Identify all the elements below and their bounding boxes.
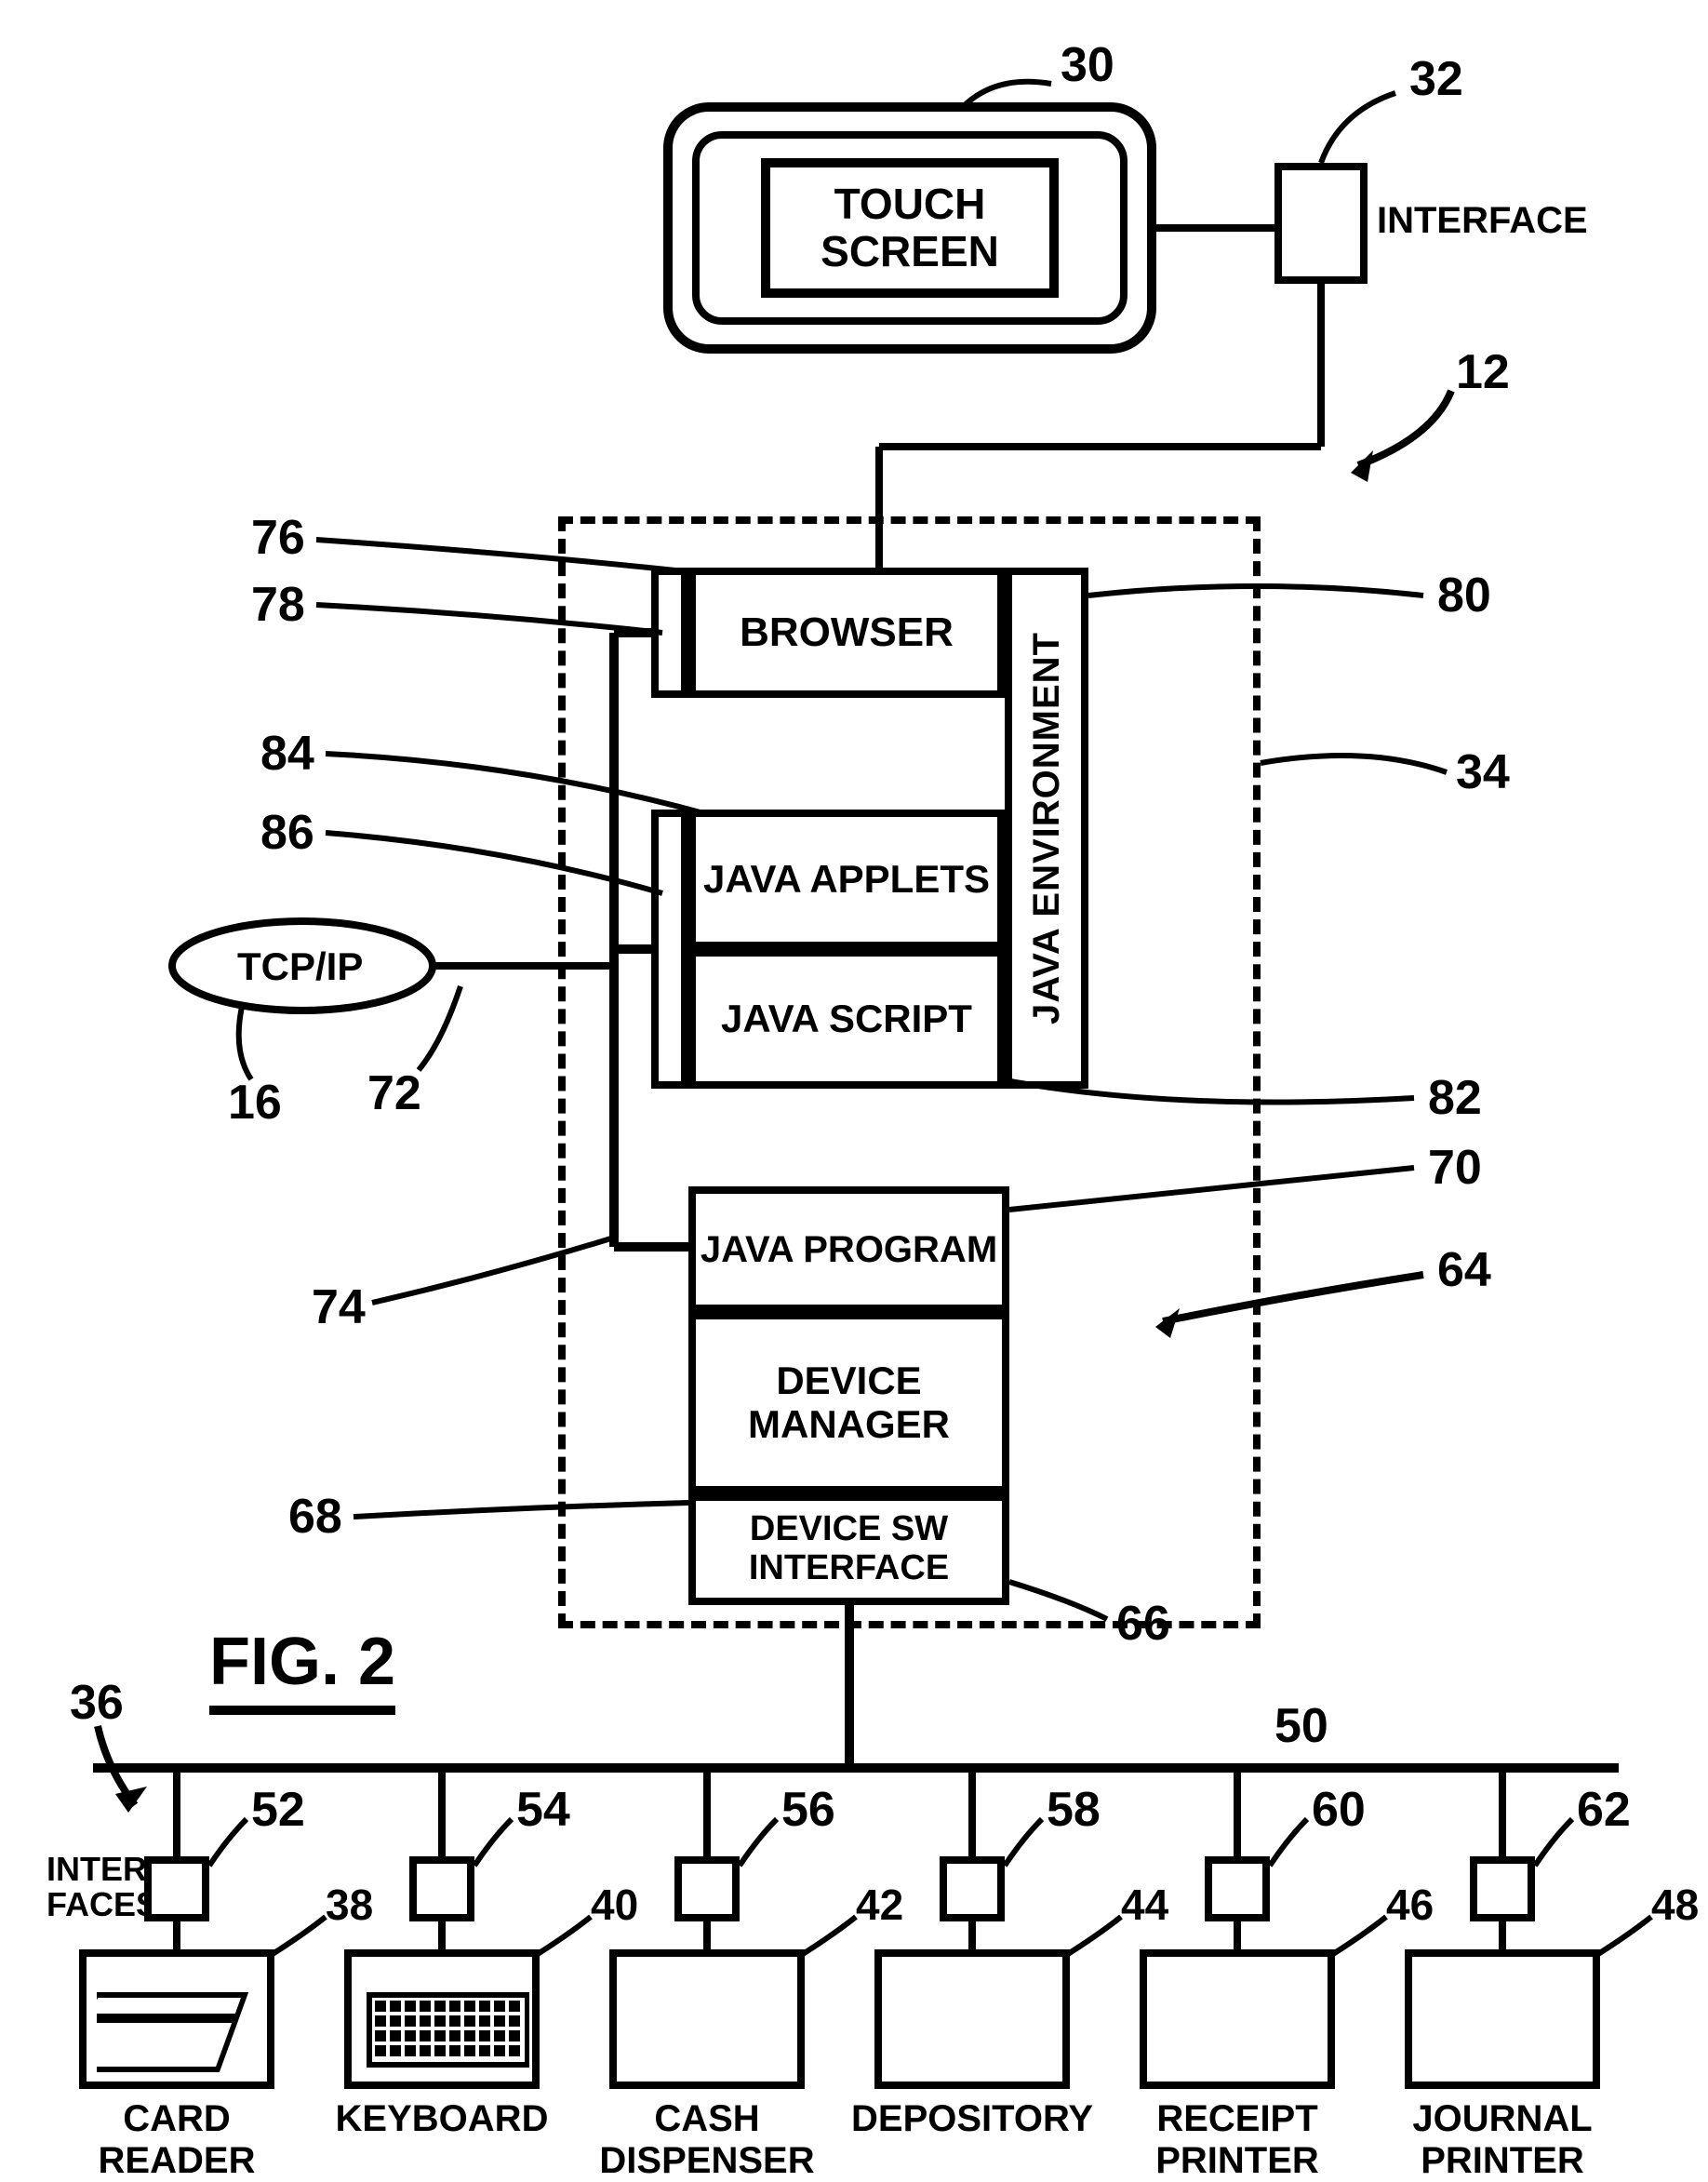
interface-square-2: [674, 1856, 740, 1921]
java-env-label: JAVA ENVIRONMENT: [1026, 632, 1067, 1024]
java-program-box: JAVA PROGRAM: [688, 1186, 1009, 1312]
ref-42: 42: [856, 1880, 903, 1930]
device-box-3: [874, 1949, 1070, 2089]
ref-76: 76: [251, 510, 305, 566]
device-label-3: DEPOSITORY: [851, 2098, 1093, 2140]
ref-50: 50: [1274, 1698, 1328, 1754]
device-sw-box: DEVICE SW INTERFACE: [688, 1493, 1009, 1605]
browser-box: BROWSER: [688, 568, 1005, 698]
ref-62: 62: [1577, 1782, 1631, 1838]
java-script-box: JAVA SCRIPT: [688, 949, 1005, 1089]
device-label-1: KEYBOARD: [321, 2098, 563, 2140]
ref-48: 48: [1651, 1880, 1699, 1930]
ref-64: 64: [1437, 1242, 1491, 1298]
java-env-box: JAVA ENVIRONMENT: [1005, 568, 1088, 1089]
interface-square-4: [1205, 1856, 1270, 1921]
ref-82: 82: [1428, 1070, 1482, 1126]
interface-square-3: [940, 1856, 1005, 1921]
java-program-label: JAVA PROGRAM: [701, 1229, 997, 1270]
ref-44: 44: [1121, 1880, 1168, 1930]
device-sw-label: DEVICE SW INTERFACE: [696, 1510, 1002, 1588]
tcpip-label: TCP/IP: [237, 944, 363, 989]
device-label-0: CARD READER: [56, 2098, 298, 2182]
interface-top-label: INTERFACE: [1377, 200, 1588, 242]
ref-40: 40: [591, 1880, 638, 1930]
ref-58: 58: [1047, 1782, 1101, 1838]
ref-84: 84: [260, 726, 314, 782]
interface-square-1: [409, 1856, 474, 1921]
ref-12: 12: [1456, 344, 1510, 400]
ref-86: 86: [260, 805, 314, 861]
touch-screen-label: TOUCH SCREEN: [770, 181, 1049, 274]
java-applets-box: JAVA APPLETS: [688, 810, 1005, 949]
device-manager-label: DEVICE MANAGER: [696, 1359, 1002, 1445]
touch-screen-box: TOUCH SCREEN: [761, 158, 1059, 298]
applets-slim-bar: [651, 810, 688, 1089]
ref-36: 36: [70, 1675, 124, 1731]
interface-top-box: [1274, 163, 1368, 284]
ref-70: 70: [1428, 1140, 1482, 1196]
ref-54: 54: [516, 1782, 570, 1838]
browser-slim-bar: [651, 568, 688, 698]
ref-34: 34: [1456, 744, 1510, 800]
ref-32: 32: [1409, 51, 1463, 107]
ref-60: 60: [1312, 1782, 1366, 1838]
ref-72: 72: [367, 1065, 421, 1121]
ref-38: 38: [326, 1880, 373, 1930]
ref-52: 52: [251, 1782, 305, 1838]
ref-46: 46: [1386, 1880, 1434, 1930]
ref-56: 56: [781, 1782, 835, 1838]
device-box-0: [79, 1949, 274, 2089]
figure-label: FIG. 2: [209, 1624, 395, 1715]
device-label-4: RECEIPT PRINTER: [1116, 2098, 1358, 2182]
device-box-5: [1405, 1949, 1600, 2089]
interface-square-5: [1470, 1856, 1535, 1921]
java-applets-label: JAVA APPLETS: [703, 858, 990, 901]
ref-16: 16: [228, 1075, 282, 1131]
ref-74: 74: [312, 1279, 366, 1335]
device-box-4: [1140, 1949, 1335, 2089]
device-label-5: JOURNAL PRINTER: [1381, 2098, 1623, 2182]
ref-78: 78: [251, 577, 305, 633]
ref-68: 68: [288, 1489, 342, 1545]
java-script-label: JAVA SCRIPT: [721, 997, 972, 1040]
ref-30: 30: [1061, 37, 1114, 93]
interface-square-0: [144, 1856, 209, 1921]
device-box-2: [609, 1949, 805, 2089]
browser-label: BROWSER: [740, 610, 954, 655]
ref-80: 80: [1437, 568, 1491, 623]
interfaces-left-label: INTER- FACES: [47, 1852, 158, 1922]
device-box-1: [344, 1949, 540, 2089]
device-label-2: CASH DISPENSER: [586, 2098, 828, 2182]
ref-66: 66: [1116, 1596, 1170, 1652]
device-manager-box: DEVICE MANAGER: [688, 1312, 1009, 1493]
